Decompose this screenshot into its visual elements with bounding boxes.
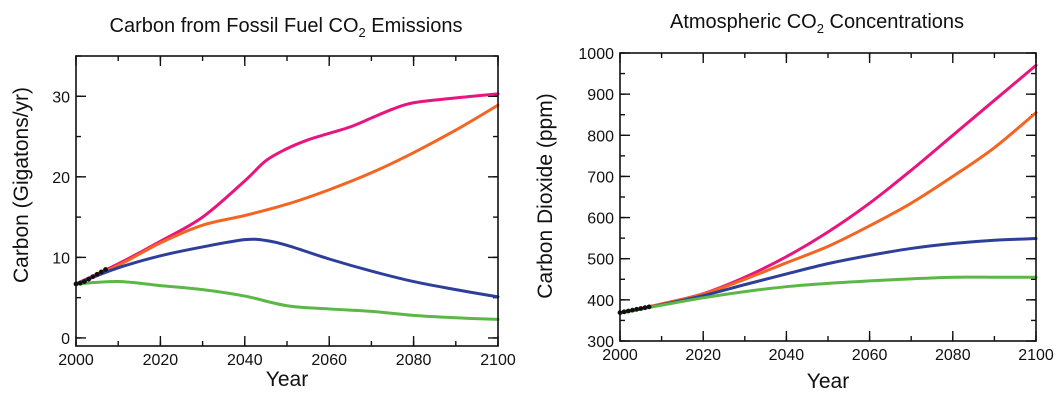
observed-points [617, 304, 652, 316]
y-tick-label: 600 [587, 211, 614, 228]
x-tick-label: 2040 [769, 347, 805, 364]
series-line [74, 103, 500, 286]
y-tick-label: 1000 [578, 46, 614, 63]
x-tick-label: 2040 [227, 352, 263, 369]
x-axis-label: Year [266, 368, 308, 391]
observed-point [103, 267, 108, 272]
observed-point [94, 271, 100, 277]
y-tick-label: 500 [587, 252, 614, 269]
series-group [74, 92, 500, 321]
x-tick-label: 2060 [311, 352, 347, 369]
observed-point [86, 276, 92, 282]
x-axis-label: Year [807, 370, 849, 392]
series-line [618, 275, 1038, 315]
x-tick-label: 2000 [58, 352, 94, 369]
observed-point [90, 274, 96, 280]
y-axis-label: Carbon (Gigatons/yr) [10, 87, 33, 283]
series-line [74, 237, 500, 299]
y-axis-label: Carbon Dioxide (ppm) [534, 93, 557, 298]
y-tick-label: 20 [52, 170, 70, 187]
x-tick-label: 2100 [480, 352, 516, 369]
observed-point [646, 304, 652, 310]
observed-point [82, 279, 87, 284]
y-tick-label: 300 [587, 334, 614, 351]
y-tick-label: 800 [587, 128, 614, 145]
y-tick-label: 400 [587, 293, 614, 310]
observed-point [638, 306, 644, 311]
chart-title: Atmospheric CO2 Concentrations [670, 11, 964, 36]
axis-ticks: 2000 2020 2040 2060 2080 2100 300 400 500 600 700 8… [578, 46, 1053, 364]
x-tick-label: 2000 [602, 347, 638, 364]
observed-point [630, 307, 635, 313]
x-tick-label: 2080 [935, 347, 971, 364]
chart-title: Carbon from Fossil Fuel CO2 Emissions [110, 15, 463, 40]
concentrations-chart: Atmospheric CO2 Concentrations Carbon Di… [534, 11, 1054, 393]
x-tick-label: 2100 [1018, 347, 1054, 364]
y-tick-label: 10 [52, 250, 70, 267]
plot-frame [619, 52, 1037, 342]
axis-ticks: 2000 2020 2040 2060 2080 2100 0 10 20 30 [52, 55, 516, 369]
observed-point [77, 280, 83, 286]
y-tick-label: 30 [52, 89, 70, 106]
y-tick-label: 0 [61, 331, 70, 348]
observed-point [625, 308, 631, 314]
observed-point [98, 269, 104, 275]
series-line [74, 280, 500, 321]
plot-frame [75, 55, 499, 347]
observed-point [621, 309, 627, 315]
y-tick-label: 900 [587, 87, 614, 104]
x-tick-label: 2020 [685, 347, 721, 364]
series-line [74, 92, 500, 286]
x-tick-label: 2060 [852, 347, 888, 364]
x-tick-label: 2080 [396, 352, 432, 369]
observed-point [634, 306, 640, 312]
y-tick-label: 700 [587, 169, 614, 186]
emissions-chart: Carbon from Fossil Fuel CO2 Emissions Ca… [10, 15, 516, 391]
series-group [618, 63, 1038, 315]
observed-point [642, 305, 648, 311]
x-tick-label: 2020 [143, 352, 179, 369]
